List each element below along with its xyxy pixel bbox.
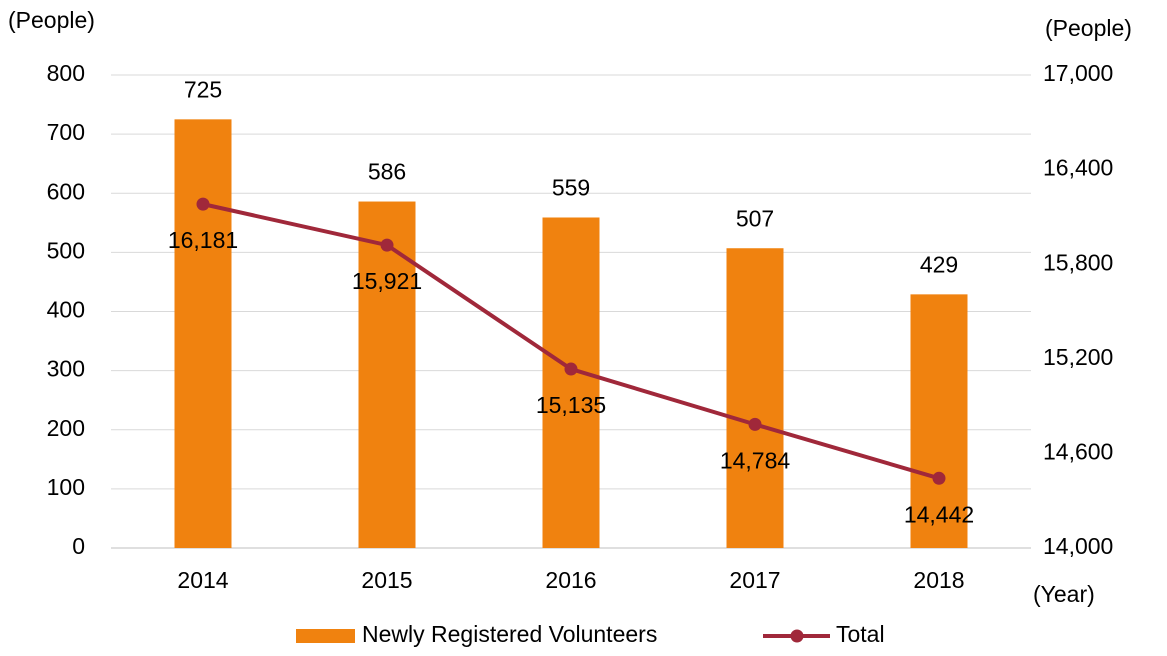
line-point <box>932 471 946 485</box>
y2-tick-label: 14,600 <box>1043 438 1113 464</box>
x-tick-label: 2016 <box>545 567 596 593</box>
y2-tick-label: 16,400 <box>1043 155 1113 181</box>
data-label: 14,442 <box>904 501 974 527</box>
x-axis-label: (Year) <box>1033 581 1095 607</box>
data-label: 725 <box>184 76 222 102</box>
data-label: 559 <box>552 175 590 201</box>
y2-axis-label: (People) <box>1045 15 1132 41</box>
y-tick-label: 300 <box>47 356 85 382</box>
data-label: 14,784 <box>720 447 791 473</box>
x-tick-label: 2015 <box>361 567 412 593</box>
bar <box>542 217 600 548</box>
y-tick-label: 200 <box>47 415 85 441</box>
y2-tick-label: 15,800 <box>1043 249 1113 275</box>
data-label: 16,181 <box>168 227 238 253</box>
y2-tick-label: 17,000 <box>1043 60 1113 86</box>
legend-marker <box>790 629 804 643</box>
x-tick-label: 2018 <box>913 567 964 593</box>
y2-tick-label: 14,000 <box>1043 533 1113 559</box>
data-label: 15,921 <box>352 268 422 294</box>
line-point <box>380 238 394 252</box>
data-label: 15,135 <box>536 392 606 418</box>
line-point <box>564 362 578 376</box>
x-tick-label: 2014 <box>177 567 228 593</box>
bar <box>358 201 416 548</box>
legend-label: Total <box>836 621 885 647</box>
bar <box>174 119 232 548</box>
bar <box>726 248 784 548</box>
y-tick-label: 400 <box>47 297 85 323</box>
y-axis-label: (People) <box>8 7 95 33</box>
data-label: 429 <box>920 251 958 277</box>
legend-swatch <box>296 629 355 643</box>
y2-tick-label: 15,200 <box>1043 344 1113 370</box>
legend-label: Newly Registered Volunteers <box>362 621 657 647</box>
bar <box>910 294 968 548</box>
y-tick-label: 600 <box>47 178 85 204</box>
y-tick-label: 500 <box>47 237 85 263</box>
y-tick-label: 700 <box>47 119 85 145</box>
y-tick-label: 800 <box>47 60 85 86</box>
line-point <box>748 417 762 431</box>
x-tick-label: 2017 <box>729 567 780 593</box>
data-label: 586 <box>368 159 406 185</box>
line-point <box>196 197 210 211</box>
y-tick-label: 0 <box>72 533 85 559</box>
data-label: 507 <box>736 205 774 231</box>
y-tick-label: 100 <box>47 474 85 500</box>
